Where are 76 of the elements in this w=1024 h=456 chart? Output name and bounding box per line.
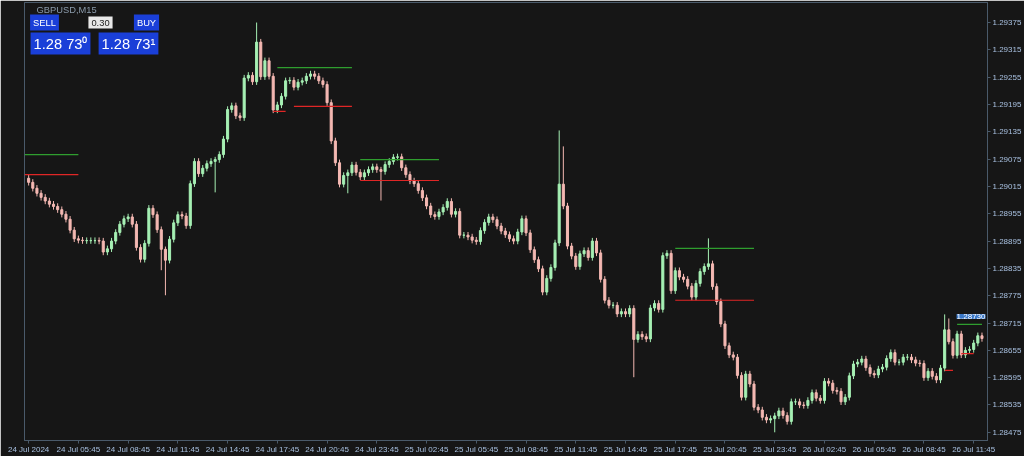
y-tick-label: 1.29315 — [992, 45, 1022, 55]
candlestick — [926, 367, 930, 382]
candlestick — [267, 57, 271, 80]
x-tick-label: 25 Jul 17:45 — [653, 444, 698, 454]
x-tick-label: 26 Jul 02:45 — [802, 444, 847, 454]
x-tick-label: 25 Jul 14:45 — [603, 444, 648, 454]
y-tick-label: 1.28655 — [992, 345, 1022, 355]
y-tick-label: 1.29195 — [992, 99, 1022, 109]
candlestick — [197, 157, 201, 178]
y-tick-label: 1.28715 — [992, 318, 1022, 328]
y-tick-label: 1.28535 — [992, 400, 1022, 410]
candlestick — [458, 207, 462, 239]
candlestick — [263, 57, 267, 81]
y-tick-label: 1.29375 — [992, 18, 1022, 28]
candlestick — [922, 359, 926, 382]
annotation: 1.28 73¹ — [101, 35, 156, 52]
x-tick-label: 25 Jul 05:45 — [454, 444, 499, 454]
x-tick-label: 26 Jul 08:45 — [902, 444, 947, 454]
annotation: 0.30 — [91, 17, 110, 28]
candlestick — [449, 197, 453, 218]
candlestick — [781, 407, 785, 420]
y-tick-label: 1.28595 — [992, 373, 1022, 383]
candlestick — [441, 203, 445, 216]
annotation: BUY — [136, 17, 157, 28]
candlestick — [383, 160, 387, 176]
x-tick-label: 24 Jul 23:45 — [355, 444, 400, 454]
candlestick — [773, 412, 777, 433]
annotation: 1.28730 — [956, 312, 987, 321]
candlestick — [744, 370, 748, 401]
candlestick — [822, 377, 826, 405]
candlestick — [789, 398, 793, 426]
candlestick — [296, 78, 300, 91]
annotation: SELL — [33, 17, 56, 28]
candlestick — [35, 184, 39, 197]
x-tick-label: 24 Jul 17:45 — [255, 444, 300, 454]
candlestick — [959, 330, 963, 359]
y-tick-label: 1.28895 — [992, 236, 1022, 246]
y-tick-label: 1.29255 — [992, 72, 1022, 82]
x-tick-label: 24 Jul 14:45 — [205, 444, 250, 454]
x-tick-label: 24 Jul 05:45 — [56, 444, 101, 454]
candlestick — [640, 330, 644, 341]
y-tick-label: 1.28955 — [992, 209, 1022, 219]
candlestick — [39, 189, 43, 202]
y-tick-label: 1.28775 — [992, 291, 1022, 301]
candlestick — [466, 231, 470, 241]
candlestick — [955, 330, 959, 360]
x-tick-label: 25 Jul 02:45 — [404, 444, 449, 454]
x-tick-label: 25 Jul 20:45 — [703, 444, 748, 454]
annotation: 1.28 73⁰ — [33, 35, 88, 52]
x-tick-label: 24 Jul 08:45 — [106, 444, 151, 454]
candlestick — [673, 266, 677, 295]
y-tick-label: 1.28835 — [992, 263, 1022, 273]
y-tick-label: 1.28475 — [992, 427, 1022, 437]
x-tick-label: 25 Jul 23:45 — [752, 444, 798, 454]
candlestick — [213, 156, 217, 193]
candlestick — [126, 213, 130, 223]
x-tick-label: 24 Jul 20:45 — [305, 444, 350, 454]
y-tick-label: 1.29015 — [992, 181, 1022, 191]
candlestick — [379, 166, 383, 202]
x-tick-label: 24 Jul 11:45 — [156, 444, 200, 454]
candlestick — [209, 157, 213, 168]
candlestick — [590, 237, 594, 262]
x-tick-label: 24 Jul 2024 — [7, 444, 50, 454]
y-tick-label: 1.29075 — [992, 154, 1022, 164]
candlestick — [636, 330, 640, 344]
candlestick — [980, 332, 984, 343]
y-tick-label: 1.29135 — [992, 127, 1022, 137]
chart-title: GBPUSD,M15 — [36, 4, 97, 15]
candlestick — [578, 250, 582, 271]
candlestick — [706, 237, 710, 271]
candlestick — [437, 208, 441, 221]
x-tick-label: 25 Jul 08:45 — [504, 444, 549, 454]
x-tick-label: 25 Jul 11:45 — [554, 444, 598, 454]
candlestick — [205, 159, 209, 172]
x-tick-label: 26 Jul 11:45 — [952, 444, 996, 454]
x-tick-label: 26 Jul 05:45 — [852, 444, 897, 454]
